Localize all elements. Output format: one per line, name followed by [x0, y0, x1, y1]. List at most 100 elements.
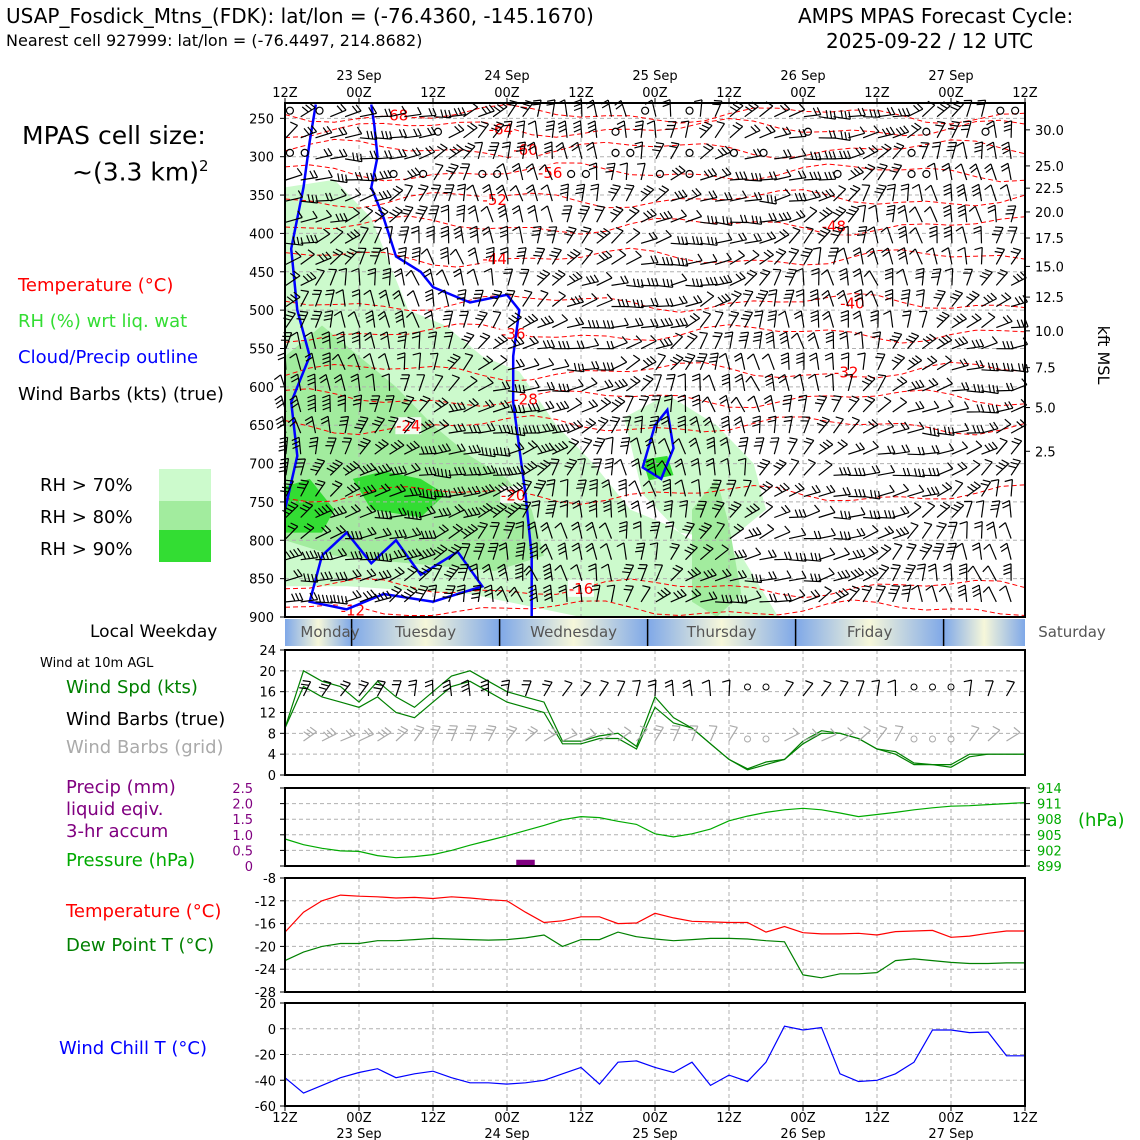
wind-barb — [374, 130, 393, 140]
wind-barb — [285, 547, 303, 561]
wind-barb — [620, 437, 631, 455]
wind-barb — [932, 542, 945, 560]
wind-barb — [443, 331, 454, 349]
wind-barb-10m-grid — [446, 725, 458, 742]
wind-barb — [752, 415, 761, 434]
wind-barb — [700, 190, 718, 202]
wind-barb — [817, 226, 831, 244]
wind-barb — [290, 373, 302, 392]
wind-barb — [466, 184, 479, 202]
wind-barb — [862, 144, 879, 160]
wind-barb — [734, 373, 746, 392]
wind-barb — [995, 292, 1012, 308]
wind-barb — [981, 384, 999, 395]
precip-accum-label: 3-hr accum — [66, 821, 169, 842]
wind-barb — [733, 352, 746, 370]
wind-barb — [358, 462, 377, 476]
wind-barb — [875, 585, 886, 603]
wind-barb — [492, 101, 508, 118]
calm-circle — [996, 106, 1005, 115]
wind-barb — [363, 331, 376, 349]
wind-barb — [596, 416, 609, 434]
legend-temperature: Temperature (°C) — [18, 275, 174, 296]
wind-barb — [862, 440, 879, 455]
wind-barb — [862, 567, 879, 582]
wind-barb-10m-grid — [413, 725, 425, 742]
wind-barb — [863, 109, 881, 118]
wind-barb — [833, 131, 851, 141]
wind-barb — [809, 289, 820, 307]
wind-barb — [958, 563, 968, 581]
wind-barb — [759, 501, 774, 518]
wind-barb — [344, 104, 362, 118]
wind-barb — [433, 163, 444, 181]
calm-circle-grid — [744, 735, 751, 743]
wind-barb — [884, 288, 894, 307]
wind-barb — [852, 310, 864, 328]
wind-barb — [492, 354, 508, 371]
wind-barb — [330, 126, 348, 139]
wind-barb — [848, 166, 864, 181]
wind-barb — [774, 211, 792, 223]
wind-barb-10m — [542, 680, 553, 697]
wind-barb-10m — [1005, 680, 1015, 697]
weekday-cell — [795, 619, 944, 646]
wind-barb — [774, 126, 792, 139]
wind-barb — [300, 125, 318, 139]
pressure-tick-label: 911 — [1037, 798, 1062, 813]
wind-barb — [599, 543, 613, 560]
wind-barb — [566, 397, 583, 413]
wind-barb — [866, 247, 879, 265]
wind-barb — [908, 206, 923, 223]
wind-barb — [591, 584, 601, 603]
wind-barb — [640, 355, 657, 371]
wind-barb — [389, 128, 408, 139]
wind-barb — [389, 507, 407, 519]
wind-barb — [642, 480, 657, 497]
wind-barb — [853, 289, 864, 307]
wind-barb — [389, 105, 407, 118]
wind-barb — [616, 542, 627, 560]
time-tick-label-bottom: 12Z — [272, 1111, 298, 1126]
wind-barb — [591, 458, 603, 476]
wind-barbs-grid-label: Wind Barbs (grid) — [66, 737, 224, 758]
wind-barb-10m — [358, 680, 369, 697]
wind-barb — [938, 585, 953, 603]
wind-barb — [641, 297, 659, 308]
wind-barb — [604, 457, 614, 476]
wind-barb — [649, 415, 660, 434]
wind-barb — [315, 524, 332, 540]
wind-barb-10m-grid — [430, 725, 441, 742]
wind-barb — [300, 194, 319, 204]
panel-frame — [284, 649, 1026, 776]
wind-barb — [700, 236, 718, 246]
wind-barb — [773, 459, 787, 476]
time-tick-label-top: 00Z — [346, 86, 372, 101]
isotherm-label-bg — [500, 486, 527, 504]
wind-barb — [984, 184, 997, 202]
wind-barb — [570, 141, 583, 160]
wind-barb-10m — [985, 680, 994, 697]
wind-barb — [818, 586, 832, 603]
wind-barb — [492, 334, 509, 350]
wind-barb — [637, 564, 648, 582]
cell-size-label: MPAS cell size: — [22, 121, 206, 150]
wind-barb — [936, 377, 953, 392]
wind-barb — [951, 461, 968, 476]
wind-barb-10m-grid — [688, 725, 699, 742]
wind-barb — [400, 374, 411, 392]
wind-barb — [379, 331, 391, 349]
wind-barb — [848, 527, 866, 540]
wind-barb — [405, 269, 420, 286]
wind-barb — [803, 589, 821, 603]
wind-barb — [897, 225, 909, 244]
wind-barb — [473, 543, 485, 560]
y-tick-label: 20 — [259, 997, 276, 1012]
precip-bar — [516, 859, 535, 866]
wind-barb — [738, 436, 749, 455]
wind-barb — [426, 225, 435, 244]
kft-tick-label: 15.0 — [1035, 260, 1064, 275]
wind-barb — [400, 205, 414, 223]
wind-barb — [401, 395, 415, 413]
wind-barb — [440, 204, 450, 223]
